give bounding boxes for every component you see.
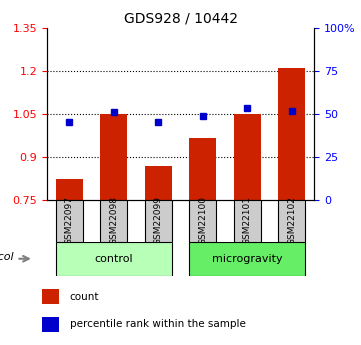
Text: GSM22099: GSM22099 bbox=[154, 196, 163, 245]
Bar bbox=[100, 114, 127, 200]
Text: control: control bbox=[95, 254, 133, 264]
Bar bbox=[278, 68, 305, 200]
Bar bbox=[42, 289, 59, 304]
Text: microgravity: microgravity bbox=[212, 254, 283, 264]
FancyBboxPatch shape bbox=[56, 241, 171, 276]
Text: GSM22100: GSM22100 bbox=[198, 196, 207, 245]
Bar bbox=[145, 166, 171, 200]
Text: count: count bbox=[70, 292, 99, 302]
FancyBboxPatch shape bbox=[56, 200, 83, 242]
Text: protocol: protocol bbox=[0, 252, 14, 262]
Title: GDS928 / 10442: GDS928 / 10442 bbox=[123, 11, 238, 25]
FancyBboxPatch shape bbox=[234, 200, 261, 242]
Bar bbox=[234, 114, 261, 200]
Text: GSM22097: GSM22097 bbox=[65, 196, 74, 245]
FancyBboxPatch shape bbox=[190, 241, 305, 276]
Text: GSM22102: GSM22102 bbox=[287, 196, 296, 245]
Bar bbox=[42, 317, 59, 332]
Text: GSM22101: GSM22101 bbox=[243, 196, 252, 245]
FancyBboxPatch shape bbox=[100, 200, 127, 242]
Text: GSM22098: GSM22098 bbox=[109, 196, 118, 245]
Text: percentile rank within the sample: percentile rank within the sample bbox=[70, 319, 246, 329]
Bar bbox=[190, 138, 216, 200]
FancyBboxPatch shape bbox=[190, 200, 216, 242]
Bar bbox=[56, 179, 83, 200]
FancyBboxPatch shape bbox=[145, 200, 171, 242]
FancyBboxPatch shape bbox=[278, 200, 305, 242]
